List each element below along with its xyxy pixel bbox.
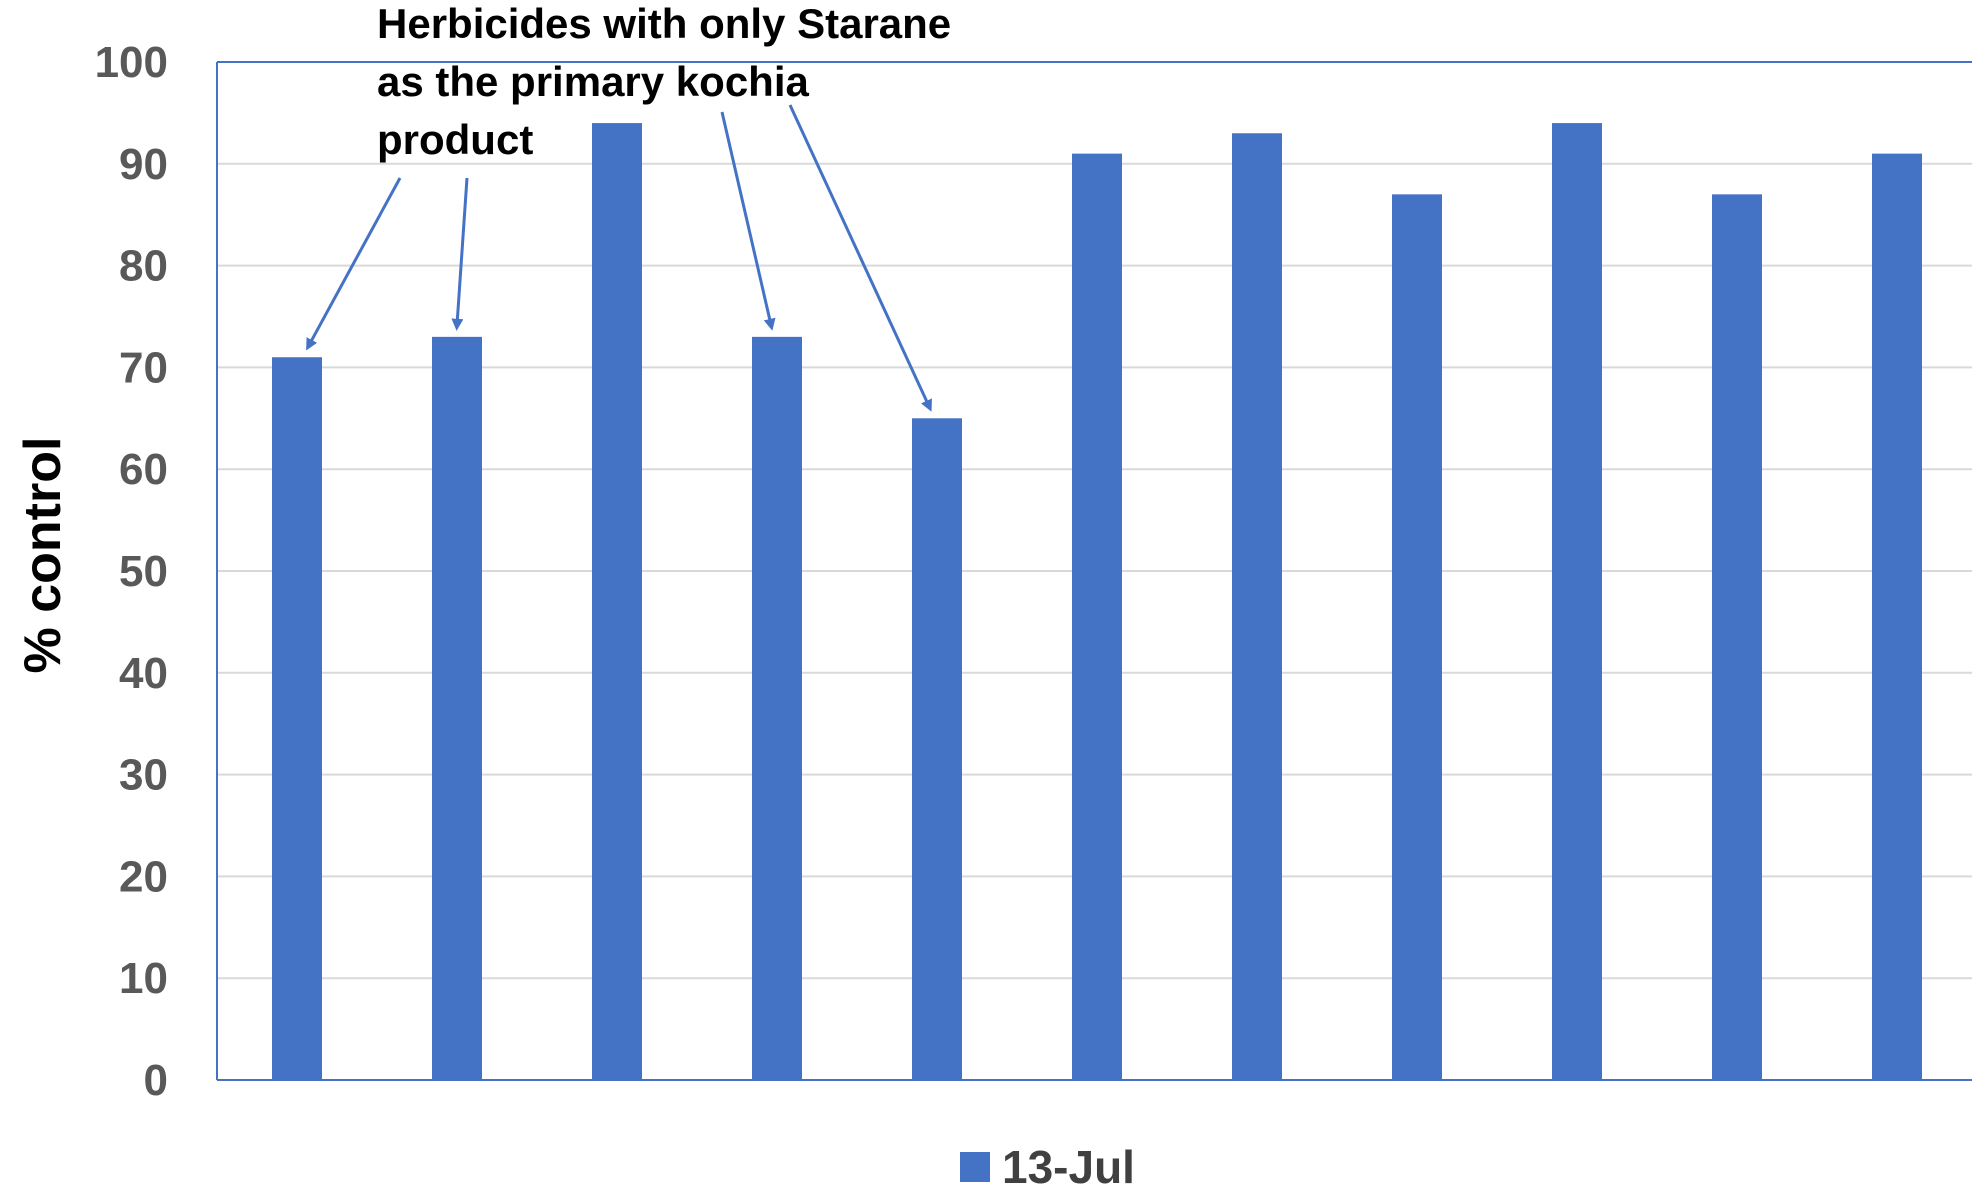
bar-3 (592, 123, 642, 1080)
annotation-arrow-2 (451, 177, 469, 331)
annotation-arrow-3 (720, 111, 776, 331)
y-tick-label-50: 50 (119, 547, 168, 596)
y-tick-label-90: 90 (119, 140, 168, 189)
legend: 13-Jul (960, 1141, 1135, 1193)
y-tick-label-60: 60 (119, 445, 168, 494)
bar-4 (752, 336, 802, 1080)
annotation-arrow-1 (306, 177, 402, 351)
bar-11 (1872, 153, 1922, 1080)
y-tick-label-20: 20 (119, 852, 168, 901)
y-tick-label-30: 30 (119, 751, 168, 800)
y-tick-label-10: 10 (119, 954, 168, 1003)
legend-swatch (960, 1152, 990, 1182)
annotation-line-1: Herbicides with only Starane (377, 0, 951, 47)
y-tick-label-70: 70 (119, 343, 168, 392)
annotation-arrows (306, 104, 932, 412)
y-axis-label: % control (14, 437, 72, 674)
annotation-line-3: product (377, 116, 533, 163)
annotation-line-2: as the primary kochia (377, 58, 809, 105)
y-tick-label-0: 0 (144, 1056, 168, 1105)
bar-5 (912, 418, 962, 1080)
y-tick-label-40: 40 (119, 649, 168, 698)
bar-2 (432, 336, 482, 1080)
bar-10 (1712, 194, 1762, 1081)
bar-9 (1552, 123, 1602, 1080)
bars (272, 123, 1922, 1081)
bar-1 (272, 357, 322, 1081)
y-tick-label-80: 80 (119, 242, 168, 291)
annotation: Herbicides with only Starane as the prim… (306, 0, 951, 412)
y-tick-labels: 0 10 20 30 40 50 60 70 80 90 100 (95, 38, 168, 1105)
bar-6 (1072, 153, 1122, 1080)
y-tick-label-100: 100 (95, 38, 168, 87)
legend-label: 13-Jul (1002, 1141, 1135, 1193)
bar-7 (1232, 133, 1282, 1080)
bar-8 (1392, 194, 1442, 1081)
annotation-arrow-4 (788, 104, 932, 412)
